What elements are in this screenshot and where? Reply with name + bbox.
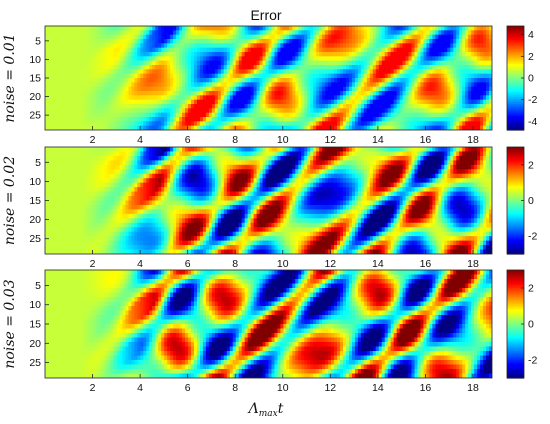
colorbar-tick-label: -4 [528, 116, 537, 128]
x-axis-label-lambda: Λ [247, 401, 259, 417]
colorbar-tick-label: 0 [528, 319, 534, 331]
x-tick-label: 14 [372, 134, 384, 146]
colorbar-tick-label: 4 [528, 29, 534, 41]
x-tick-label: 12 [324, 258, 336, 270]
x-tick-label: 10 [277, 382, 289, 394]
y-tick-label: 20 [29, 338, 41, 350]
y-tick-label: 10 [29, 176, 41, 188]
colorbar-3: -2 0 2 [506, 269, 537, 379]
panel-2: 2 4 6 8 10 12 14 16 18 5 10 15 20 25 noise = 0.02 -2 0 2 [2, 146, 537, 270]
x-tick-label: 10 [277, 258, 289, 270]
x-tick-label: 10 [277, 134, 289, 146]
heatmap-3 [45, 270, 492, 378]
x-tick-label: 12 [324, 134, 336, 146]
colorbar-tick-label: -2 [528, 94, 537, 106]
x-tick-label: 6 [185, 134, 191, 146]
y-tick-label: 20 [29, 91, 41, 103]
y-tick-label: 20 [29, 214, 41, 226]
y-tick-label: 5 [35, 280, 41, 292]
x-tick-label: 16 [420, 134, 432, 146]
x-axis-label: Λmaxt [247, 401, 284, 419]
x-tick-label: 2 [90, 382, 96, 394]
panel-1: 2 4 6 8 10 12 14 16 18 5 10 15 20 25 noise = 0.01 -4 -2 0… [2, 25, 537, 146]
y-tick-label: 5 [35, 35, 41, 47]
heatmap-2 [45, 147, 492, 254]
y-tick-label: 10 [29, 299, 41, 311]
colorbar-tick-label: -2 [528, 355, 537, 367]
x-tick-label: 14 [372, 258, 384, 270]
colorbar-1: -4 -2 0 2 4 [506, 25, 537, 131]
x-tick-label: 18 [467, 134, 479, 146]
x-axis-label-subscript: max [259, 409, 278, 419]
y-tick-label: 15 [29, 319, 41, 331]
x-tick-label: 6 [185, 382, 191, 394]
colorbar-tick-label: 2 [528, 51, 534, 63]
y-tick-label: 10 [29, 54, 41, 66]
colorbar-tick-label: 0 [528, 73, 534, 85]
y-tick-label: 25 [29, 357, 41, 369]
x-tick-label: 8 [232, 258, 238, 270]
x-tick-label: 4 [137, 134, 143, 146]
x-tick-label: 8 [232, 134, 238, 146]
colorbar-tick-label: 2 [528, 159, 534, 171]
heatmap-1 [45, 26, 492, 130]
colorbar-tick-label: 2 [528, 283, 534, 295]
y-axis-label-1: noise = 0.01 [2, 33, 18, 122]
chart-title: Error [250, 7, 281, 23]
y-tick-label: 15 [29, 73, 41, 85]
panel-3: 2 4 6 8 10 12 14 16 18 5 10 15 20 25 noise = 0.03 -2 0 2 [2, 269, 537, 394]
y-tick-label: 25 [29, 110, 41, 122]
x-tick-label: 2 [90, 134, 96, 146]
y-axis-label-2: noise = 0.02 [2, 156, 18, 245]
y-tick-label: 5 [35, 157, 41, 169]
colorbar-tick-label: -2 [528, 231, 537, 243]
x-tick-label: 2 [90, 258, 96, 270]
x-tick-label: 18 [467, 258, 479, 270]
x-tick-label: 14 [372, 382, 384, 394]
y-tick-label: 15 [29, 195, 41, 207]
x-axis-label-var: t [278, 401, 284, 417]
x-tick-label: 8 [232, 382, 238, 394]
x-tick-label: 6 [185, 258, 191, 270]
colorbar-2: -2 0 2 [506, 146, 537, 255]
colorbar-tick-label: 0 [528, 195, 534, 207]
x-tick-label: 12 [324, 382, 336, 394]
y-axis-label-3: noise = 0.03 [2, 279, 18, 368]
x-tick-label: 4 [137, 382, 143, 394]
x-tick-label: 16 [420, 258, 432, 270]
x-tick-label: 18 [467, 382, 479, 394]
y-tick-label: 25 [29, 233, 41, 245]
x-tick-label: 4 [137, 258, 143, 270]
x-tick-label: 16 [420, 382, 432, 394]
